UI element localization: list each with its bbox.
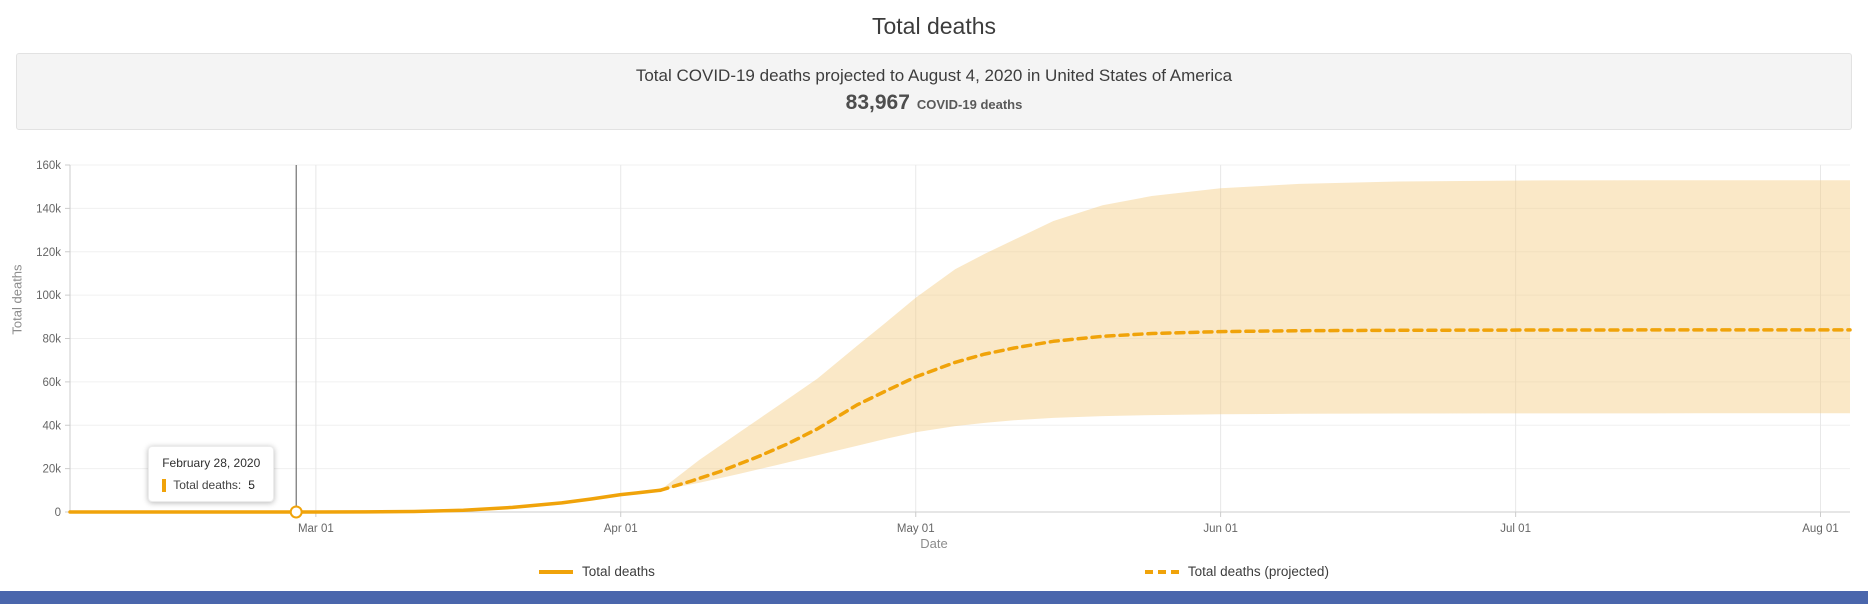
page-title: Total deaths [871,13,997,39]
summary-line: Total COVID-19 deaths projected to Augus… [635,66,1233,85]
tooltip-value: 5 [248,478,255,492]
dashed-line-swatch-icon [1144,569,1179,574]
y-tick-label: 140k [36,203,61,215]
summary-box: Total COVID-19 deaths projected to Augus… [16,53,1852,130]
y-tick-label: 120k [36,247,61,259]
legend-label-observed: Total deaths [582,564,655,579]
legend-item-projected[interactable]: Total deaths (projected) [1144,564,1329,579]
x-tick-label: Jun 01 [1203,523,1238,535]
y-tick-label: 80k [42,334,61,346]
tooltip-label: Total deaths: [173,478,242,492]
legend-label-projected: Total deaths (projected) [1187,564,1329,579]
tooltip-series-color-bar [162,478,167,492]
summary-value: 83,967 [845,91,910,114]
chart-area: Total deaths 0 20k 40k 60k 80k 100k 120k 140k 16… [0,140,1868,538]
x-tick-label: Mar 01 [298,523,334,535]
x-tick-label: Apr 01 [604,523,638,535]
summary-stat: 83,967 COVID-19 deaths [27,91,1841,115]
x-tick-label: Aug 01 [1802,523,1838,535]
solid-line-swatch-icon [539,569,574,574]
hover-marker [289,505,303,519]
legend: Total deaths Total deaths (projected) [0,564,1868,579]
x-axis-title: Date [920,536,948,551]
observed-line [68,488,662,514]
uncertainty-band [660,180,1850,491]
tooltip-date: February 28, 2020 [162,456,261,470]
y-tick-label: 160k [36,160,61,172]
x-tick-label: Jul 01 [1500,523,1531,535]
projected-line [658,328,1852,493]
y-tick-label: 100k [36,290,61,302]
y-tick-label: 0 [55,507,61,519]
footer-accent-bar [0,591,1868,604]
y-tick-label: 40k [42,420,61,432]
chart-svg[interactable]: 0 20k 40k 60k 80k 100k 120k 140k 160k Mar 01 Apr 0… [0,140,1868,538]
y-tick-label: 20k [42,464,61,476]
summary-suffix: COVID-19 deaths [916,97,1023,112]
x-tick-label: May 01 [897,523,935,535]
tooltip-row: Total deaths: 5 [162,478,260,492]
legend-item-observed[interactable]: Total deaths [539,564,655,579]
tooltip: February 28, 2020 Total deaths: 5 [148,446,275,502]
y-tick-label: 60k [42,377,61,389]
y-axis-title: Total deaths [9,264,25,335]
